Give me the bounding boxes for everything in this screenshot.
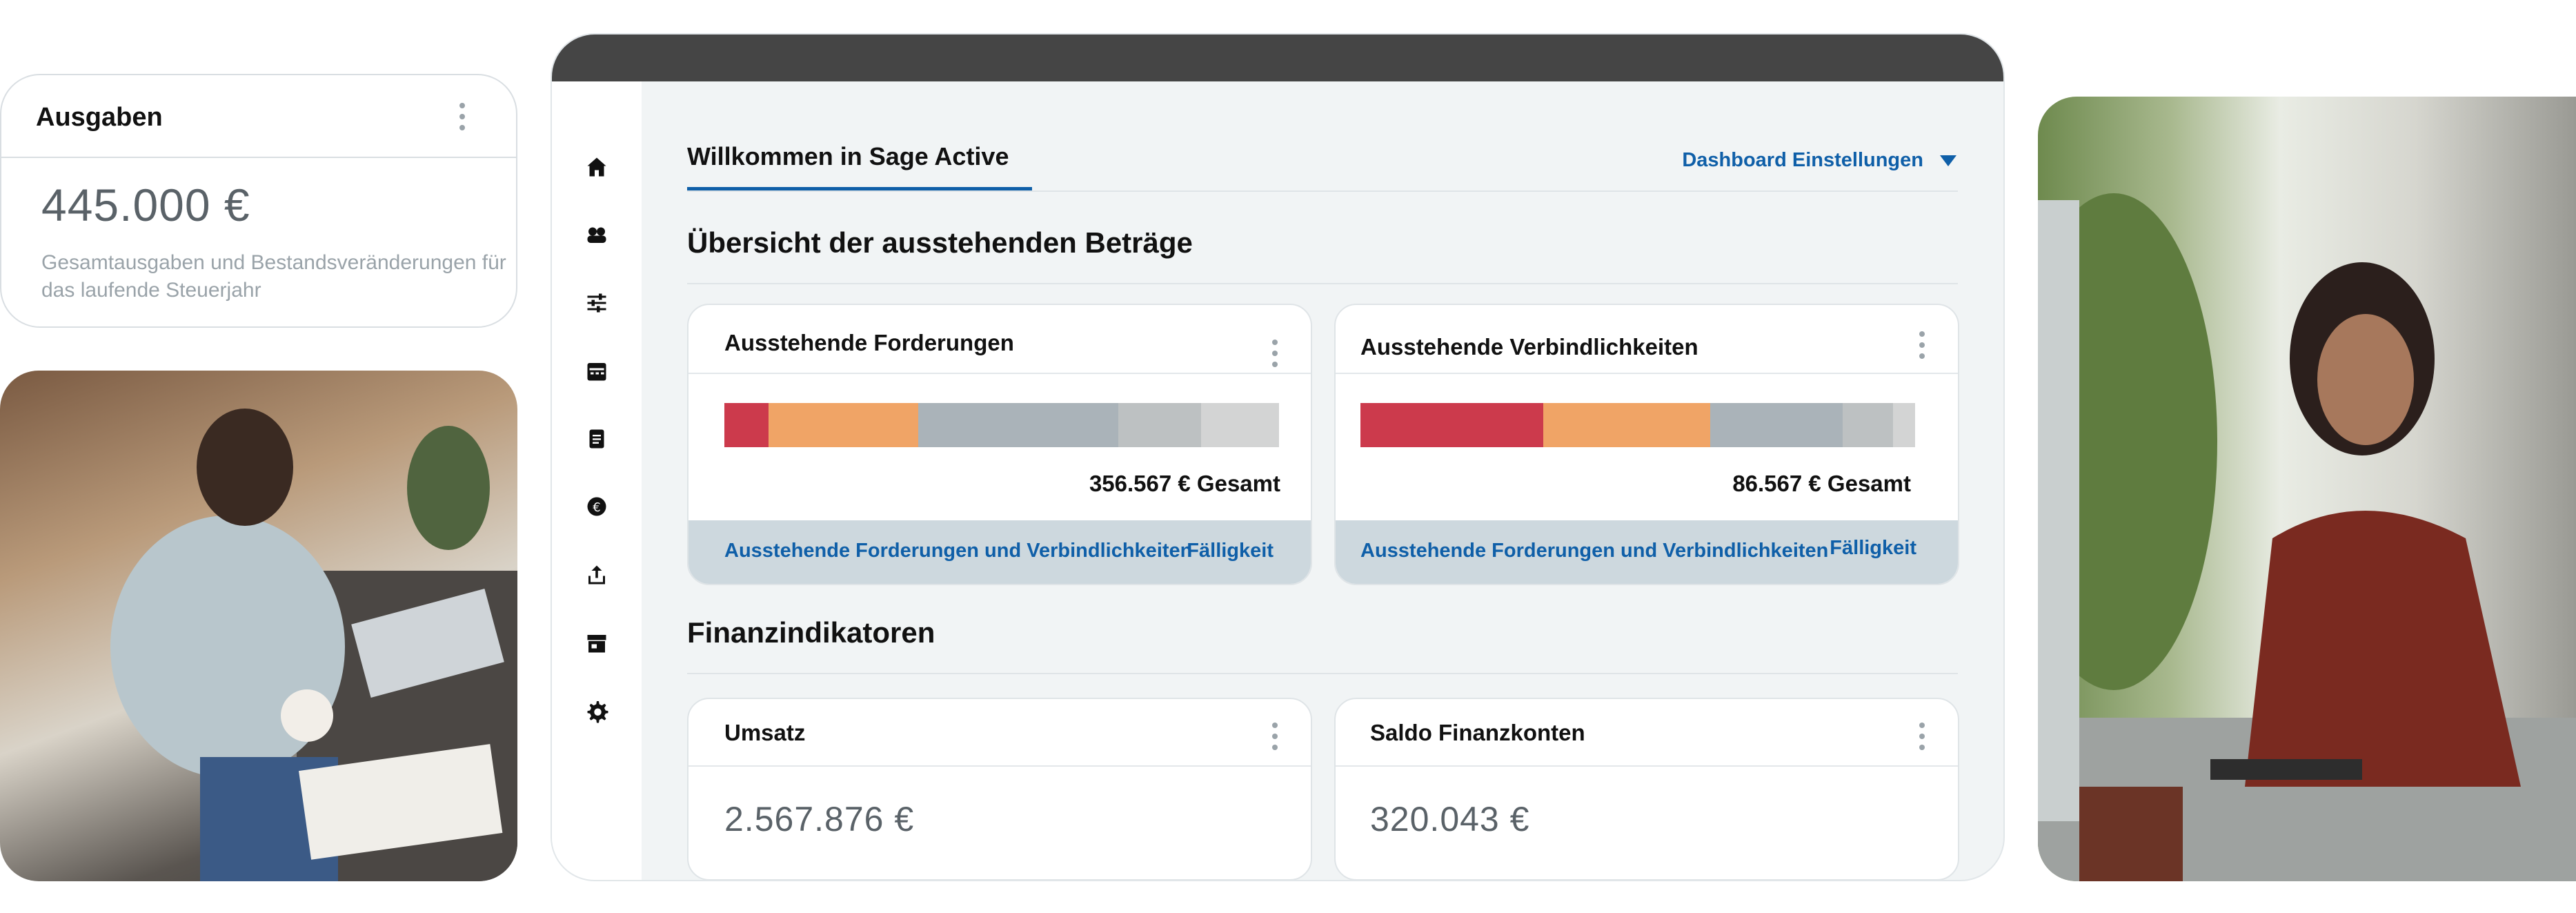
caret-down-icon [1940, 155, 1956, 167]
more-options-icon[interactable] [1919, 331, 1926, 364]
section-divider [687, 283, 1958, 284]
receivables-title: Ausstehende Forderungen [724, 330, 1014, 355]
more-options-icon[interactable] [459, 103, 466, 136]
app-window: € Willkommen in Sage Active Dashboard Ei… [551, 33, 2005, 881]
payables-total: 86.567 € Gesamt [1732, 471, 1911, 496]
more-options-icon[interactable] [1272, 340, 1279, 373]
nav-contacts[interactable] [584, 222, 609, 247]
payables-bar-segment-5 [1892, 403, 1915, 447]
contacts-icon [587, 227, 606, 243]
nav-store[interactable] [584, 631, 609, 656]
balance-value: 320.043 € [1370, 800, 1530, 838]
outstanding-section-title: Übersicht der ausstehenden Beträge [687, 226, 1193, 259]
ausgaben-description: Gesamtausgaben und Bestandsveränderungen… [41, 251, 506, 302]
card-divider [1336, 373, 1958, 374]
payables-stacked-bar [1360, 403, 1915, 447]
payables-card-footer: Ausstehende Forderungen und Verbindlichk… [1336, 520, 1958, 584]
home-icon [587, 157, 606, 177]
svg-text:€: € [593, 500, 600, 515]
card-divider [1336, 765, 1958, 767]
payables-bar-segment-1 [1360, 403, 1544, 447]
euro-icon: € [587, 497, 606, 516]
side-navigation: € [552, 81, 642, 880]
tab-divider [687, 190, 1958, 192]
receivables-details-link[interactable]: Ausstehende Forderungen und Verbindlichk… [724, 540, 1193, 562]
ausgaben-card-header: Ausgaben [1, 75, 516, 158]
receivables-total: 356.567 € Gesamt [1089, 471, 1280, 496]
dashboard-settings-label: Dashboard Einstellungen [1682, 149, 1923, 171]
nav-calendar[interactable] [584, 359, 609, 384]
calendar-icon [587, 363, 606, 381]
woman-at-desk-photo [2038, 97, 2576, 881]
receivables-card: Ausstehende Forderungen 356.567 € Gesamt… [687, 304, 1312, 585]
ausgaben-card: Ausgaben 445.000 € Gesamtausgaben und Be… [0, 74, 517, 328]
payables-details-link[interactable]: Ausstehende Forderungen und Verbindlichk… [1360, 540, 1829, 562]
receivables-bar-segment-2 [769, 403, 919, 447]
nav-home[interactable] [584, 155, 609, 179]
receivables-bar-segment-3 [918, 403, 1118, 447]
nav-settings[interactable] [584, 699, 609, 724]
section-divider [687, 673, 1958, 674]
more-options-icon[interactable] [1919, 723, 1926, 756]
nav-documents[interactable] [584, 426, 609, 451]
nav-finance[interactable]: € [584, 494, 609, 519]
document-icon [589, 429, 604, 449]
ausgaben-amount: 445.000 € [41, 179, 250, 230]
payables-bar-segment-2 [1543, 403, 1710, 447]
receivables-bar-segment-1 [724, 403, 769, 447]
payables-due-link[interactable]: Fälligkeit [1830, 537, 1916, 559]
balance-card: Saldo Finanzkonten 320.043 € [1334, 698, 1959, 880]
indicators-section-title: Finanzindikatoren [687, 616, 935, 649]
sliders-icon [587, 293, 606, 313]
revenue-title: Umsatz [724, 720, 806, 745]
dashboard-main: Willkommen in Sage Active Dashboard Eins… [642, 81, 2003, 880]
tab-welcome[interactable]: Willkommen in Sage Active [687, 142, 1009, 170]
man-at-laptop-photo [0, 371, 517, 881]
card-divider [688, 765, 1311, 767]
nav-upload[interactable] [584, 562, 609, 587]
balance-title: Saldo Finanzkonten [1370, 720, 1585, 745]
dashboard-settings-dropdown[interactable]: Dashboard Einstellungen [1682, 149, 1956, 172]
revenue-value: 2.567.876 € [724, 800, 915, 838]
upload-icon [588, 565, 605, 585]
gear-icon [587, 701, 608, 723]
receivables-due-link[interactable]: Fälligkeit [1187, 540, 1274, 562]
store-icon [587, 635, 606, 653]
revenue-card: Umsatz 2.567.876 € [687, 698, 1312, 880]
nav-settings-filters[interactable] [584, 291, 609, 315]
tab-active-indicator [687, 187, 1032, 190]
receivables-card-footer: Ausstehende Forderungen und Verbindlichk… [688, 520, 1311, 584]
receivables-bar-segment-4 [1118, 403, 1202, 447]
payables-bar-segment-3 [1710, 403, 1843, 447]
card-divider [688, 373, 1311, 374]
window-titlebar [552, 35, 2003, 81]
payables-bar-segment-4 [1843, 403, 1893, 447]
payables-title: Ausstehende Verbindlichkeiten [1360, 334, 1698, 360]
ausgaben-title: Ausgaben [36, 103, 163, 132]
more-options-icon[interactable] [1272, 723, 1279, 756]
receivables-bar-segment-5 [1201, 403, 1279, 447]
receivables-stacked-bar [724, 403, 1279, 447]
payables-card: Ausstehende Verbindlichkeiten 86.567 € G… [1334, 304, 1959, 585]
